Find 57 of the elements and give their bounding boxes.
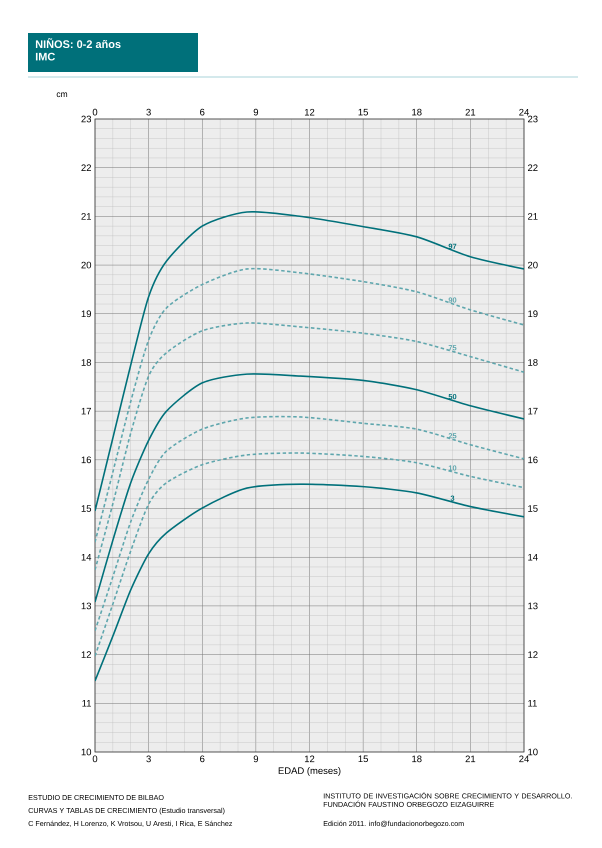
y2-tick-label: 19 xyxy=(528,310,538,318)
y2-tick-label: 15 xyxy=(528,505,538,512)
line-series xyxy=(95,452,524,657)
y-tick-label: 12 xyxy=(82,651,92,658)
x2-tick-label: 9 xyxy=(254,108,258,116)
y2-tick-label: 17 xyxy=(528,408,538,414)
y-tick-label: 10 xyxy=(82,748,92,756)
y2-tick-label: 21 xyxy=(528,213,538,220)
y-tick-label: 20 xyxy=(81,262,92,268)
x2-tick-label: 24 xyxy=(519,108,529,116)
x-tick-label: 6 xyxy=(200,756,204,762)
line-series xyxy=(95,210,524,512)
x2-tick-label: 6 xyxy=(200,108,204,116)
y-tick-label: 22 xyxy=(81,164,92,171)
y2-tick-label: 18 xyxy=(528,359,538,366)
x-tick-label: 21 xyxy=(466,756,476,762)
line-series xyxy=(95,322,524,571)
x-tick-label: 15 xyxy=(358,756,368,762)
y-tick-label: 17 xyxy=(82,408,92,414)
y-axis-title: cm xyxy=(56,92,68,98)
x2-tick-label: 0 xyxy=(92,108,98,116)
y-tick-label: 23 xyxy=(81,116,92,122)
x-tick-label: 3 xyxy=(146,756,151,762)
x2-tick-label: 3 xyxy=(146,108,151,116)
y2-tick-label: 13 xyxy=(528,602,538,610)
y-tick-label: 19 xyxy=(82,310,92,318)
y2-tick-label: 14 xyxy=(528,554,538,560)
x-tick-label: 0 xyxy=(92,756,98,762)
x2-tick-label: 12 xyxy=(304,108,314,116)
x-axis-title: EDAD (meses) xyxy=(278,767,340,776)
y2-tick-label: 16 xyxy=(528,456,538,464)
x2-tick-label: 18 xyxy=(412,108,422,116)
x2-tick-label: 21 xyxy=(466,108,476,116)
y2-tick-label: 12 xyxy=(528,651,538,658)
y-tick-label: 21 xyxy=(81,213,92,220)
y2-tick-label: 11 xyxy=(528,700,537,707)
y2-tick-label: 20 xyxy=(528,262,538,268)
y-tick-label: 15 xyxy=(82,505,92,512)
line-series xyxy=(95,268,524,543)
chart-title: NIÑOS: 0-2 años xyxy=(36,38,121,48)
line-series xyxy=(95,416,524,632)
chart-subtitle: IMC xyxy=(36,52,55,61)
x-tick-label: 24 xyxy=(519,756,529,762)
y2-tick-label: 22 xyxy=(528,164,538,171)
x2-tick-label: 15 xyxy=(358,108,368,116)
line-series xyxy=(95,483,524,682)
y2-tick-label: 10 xyxy=(528,748,538,756)
y2-tick-label: 23 xyxy=(528,116,538,122)
y-tick-label: 18 xyxy=(82,359,92,366)
y-tick-label: 13 xyxy=(82,602,92,610)
y-tick-label: 16 xyxy=(82,456,92,464)
x-tick-label: 12 xyxy=(304,756,314,762)
x-tick-label: 18 xyxy=(412,756,422,762)
y-tick-label: 14 xyxy=(82,554,92,560)
y-tick-label: 11 xyxy=(82,700,92,707)
x-tick-label: 9 xyxy=(254,756,258,762)
line-series xyxy=(95,373,524,603)
